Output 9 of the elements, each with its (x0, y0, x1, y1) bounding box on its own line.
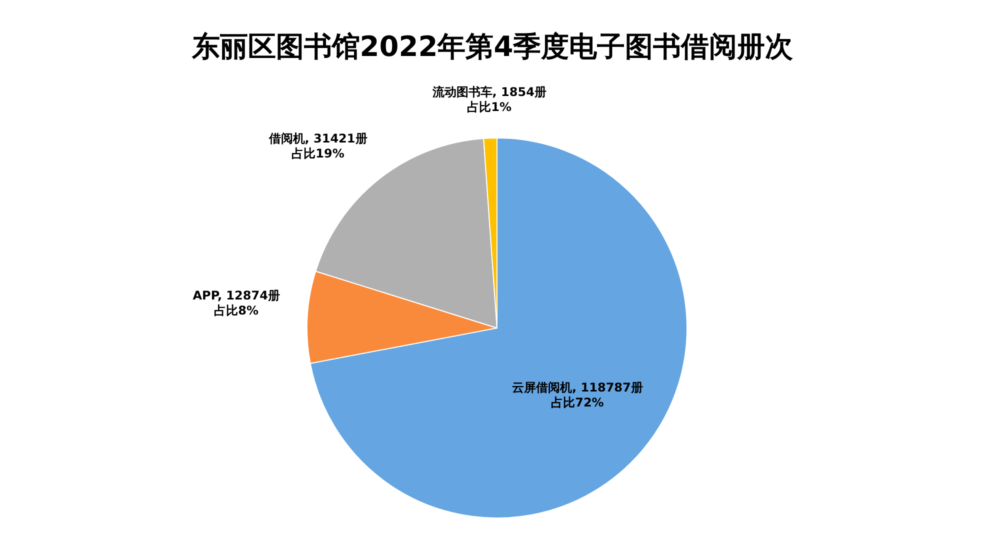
chart-title: 东丽区图书馆2022年第4季度电子图书借阅册次 (190, 29, 794, 65)
slice-label: 借阅机, 31421册 (268, 132, 368, 146)
slice-label: APP, 12874册 (192, 288, 280, 302)
text: 占比8% (214, 303, 259, 318)
text: 占比72% (551, 396, 604, 410)
slice-label: 云屏借阅机, 118787册 (512, 380, 643, 395)
text: 占比1% (467, 100, 512, 114)
text: 占比19% (292, 146, 344, 161)
slice-label: 流动图书车, 1854册 (431, 85, 546, 100)
